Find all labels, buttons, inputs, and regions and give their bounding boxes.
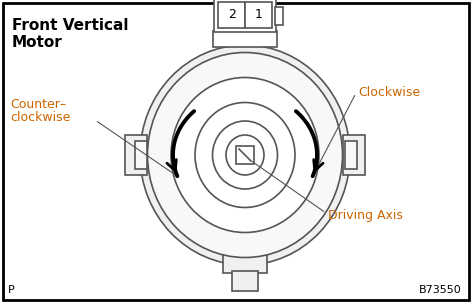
Ellipse shape <box>226 135 264 175</box>
FancyBboxPatch shape <box>214 0 276 32</box>
Text: P: P <box>8 285 15 295</box>
FancyBboxPatch shape <box>236 146 254 164</box>
Text: 2: 2 <box>228 8 236 22</box>
Text: clockwise: clockwise <box>10 111 70 124</box>
FancyBboxPatch shape <box>245 2 272 28</box>
Text: Clockwise: Clockwise <box>358 86 420 99</box>
FancyBboxPatch shape <box>223 255 267 273</box>
Ellipse shape <box>212 121 278 189</box>
FancyBboxPatch shape <box>125 135 147 175</box>
FancyBboxPatch shape <box>3 3 469 300</box>
FancyBboxPatch shape <box>218 2 245 28</box>
Text: Counter–: Counter– <box>10 98 66 111</box>
FancyBboxPatch shape <box>232 271 258 291</box>
Text: Front Vertical: Front Vertical <box>12 18 128 33</box>
FancyBboxPatch shape <box>213 31 277 47</box>
Text: Motor: Motor <box>12 35 63 50</box>
Ellipse shape <box>147 52 343 258</box>
Ellipse shape <box>140 45 350 265</box>
Text: 1: 1 <box>255 8 263 22</box>
FancyBboxPatch shape <box>343 135 365 175</box>
Text: Driving Axis: Driving Axis <box>328 208 403 221</box>
Text: B73550: B73550 <box>419 285 462 295</box>
Ellipse shape <box>171 78 319 232</box>
FancyBboxPatch shape <box>135 141 147 169</box>
Ellipse shape <box>195 102 295 208</box>
FancyBboxPatch shape <box>345 141 357 169</box>
FancyBboxPatch shape <box>275 7 283 25</box>
